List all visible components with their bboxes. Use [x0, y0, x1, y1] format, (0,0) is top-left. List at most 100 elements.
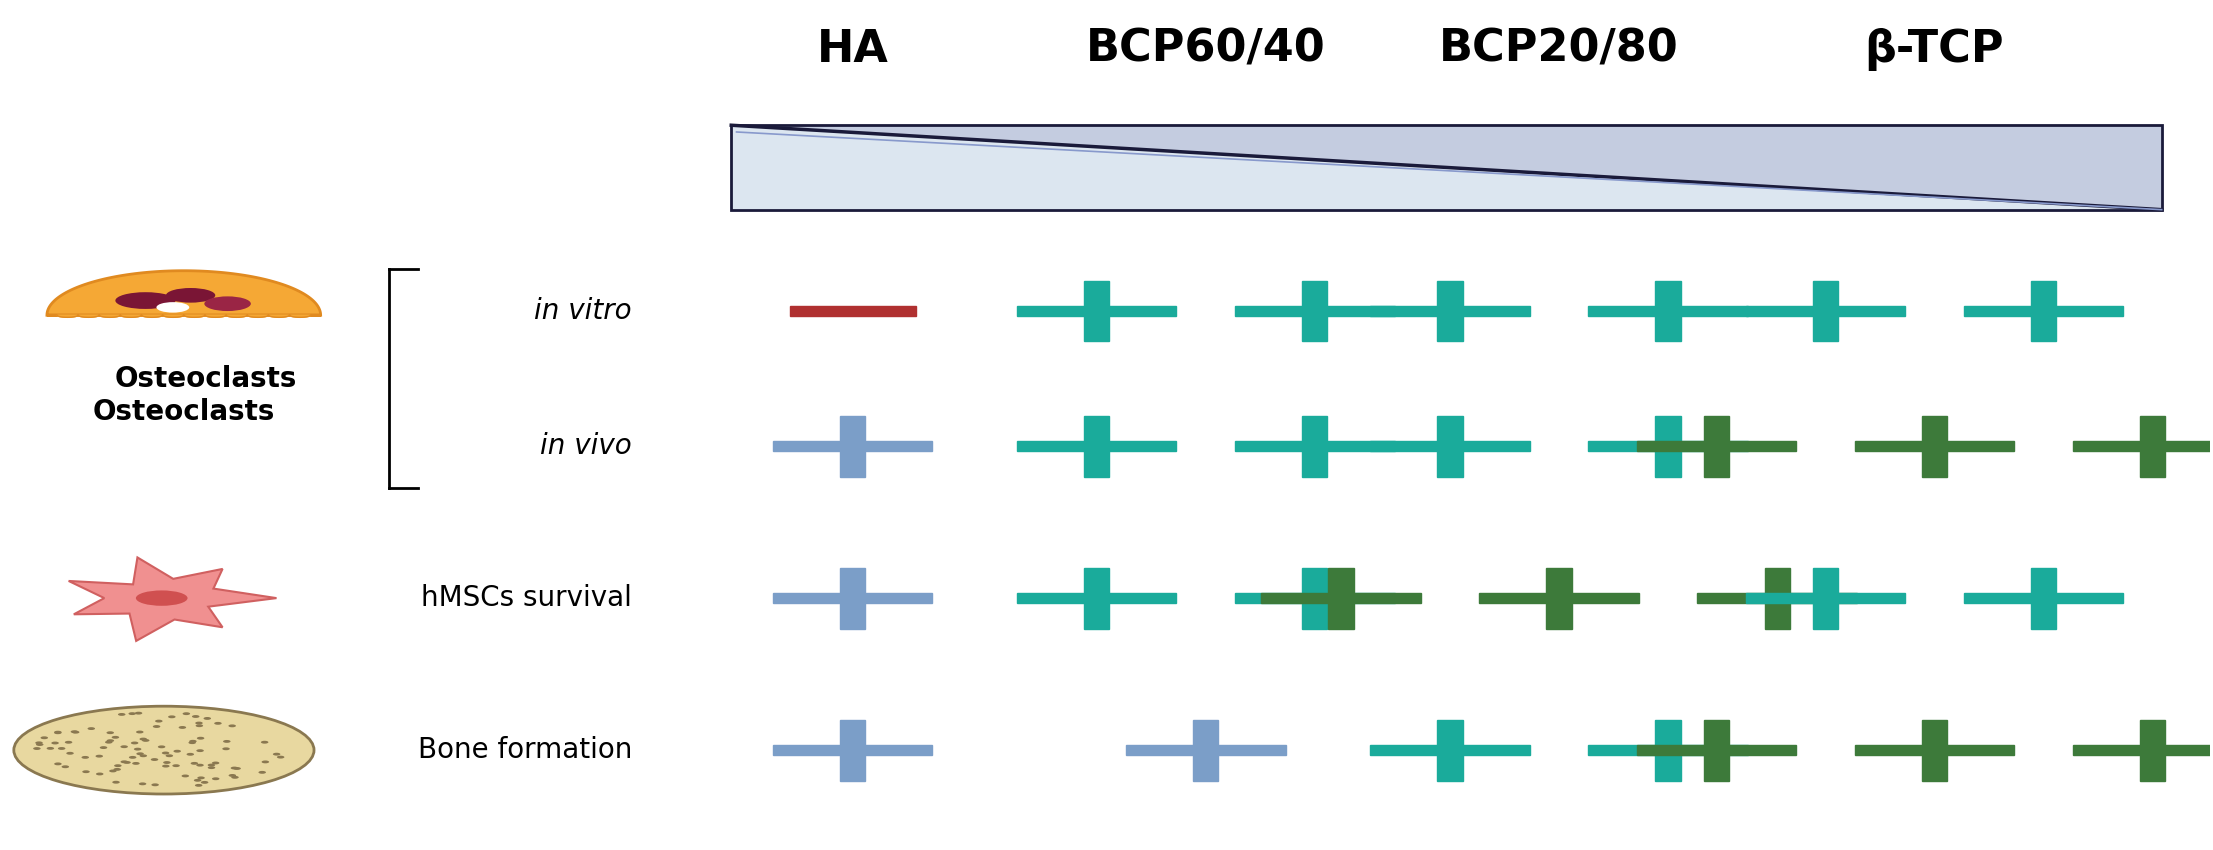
Bar — [1655, 280, 1680, 342]
Bar — [1704, 416, 1728, 477]
Ellipse shape — [115, 292, 175, 309]
Bar — [772, 441, 932, 451]
Circle shape — [201, 781, 208, 784]
Bar — [1854, 441, 2014, 451]
Bar — [2074, 745, 2213, 755]
Text: β-TCP: β-TCP — [1866, 28, 2005, 71]
Circle shape — [128, 712, 135, 715]
Circle shape — [35, 743, 44, 746]
Circle shape — [139, 782, 146, 785]
Circle shape — [51, 741, 60, 745]
Circle shape — [120, 745, 128, 748]
Bar — [841, 416, 865, 477]
Circle shape — [195, 722, 204, 724]
Bar — [1963, 593, 2122, 603]
Circle shape — [124, 761, 131, 764]
Bar — [1963, 306, 2122, 316]
Circle shape — [197, 737, 204, 740]
Bar — [730, 125, 2162, 210]
Bar — [1235, 593, 1394, 603]
Circle shape — [95, 755, 104, 757]
Circle shape — [197, 764, 204, 767]
Bar — [1018, 306, 1177, 316]
Bar — [772, 745, 932, 755]
Circle shape — [208, 763, 215, 767]
Circle shape — [230, 767, 239, 769]
Bar — [2140, 416, 2164, 477]
Circle shape — [232, 767, 241, 770]
Circle shape — [131, 741, 139, 745]
Bar — [1084, 568, 1109, 629]
Circle shape — [179, 726, 186, 729]
Bar — [1438, 720, 1463, 780]
Bar — [2032, 568, 2056, 629]
Circle shape — [153, 725, 159, 728]
Bar — [1370, 745, 1529, 755]
Ellipse shape — [166, 288, 215, 303]
Circle shape — [197, 776, 206, 779]
Polygon shape — [290, 315, 310, 317]
Circle shape — [135, 711, 142, 715]
Circle shape — [195, 784, 201, 787]
Polygon shape — [142, 315, 162, 317]
Bar — [2074, 441, 2213, 451]
Circle shape — [150, 784, 159, 786]
Circle shape — [277, 756, 285, 758]
Text: in vivo: in vivo — [540, 432, 633, 460]
Circle shape — [137, 752, 144, 755]
Polygon shape — [164, 315, 184, 317]
Circle shape — [228, 774, 237, 777]
Ellipse shape — [204, 297, 250, 311]
Circle shape — [71, 731, 80, 734]
Circle shape — [115, 764, 122, 767]
Circle shape — [139, 738, 146, 740]
Polygon shape — [184, 315, 204, 317]
Circle shape — [259, 771, 266, 774]
Circle shape — [33, 747, 40, 750]
Bar — [841, 568, 865, 629]
Bar — [1301, 416, 1328, 477]
Circle shape — [71, 730, 77, 734]
Bar — [1589, 441, 1748, 451]
Circle shape — [113, 781, 120, 784]
Circle shape — [64, 741, 73, 744]
Circle shape — [108, 769, 117, 773]
Bar — [1704, 720, 1728, 780]
Bar — [1126, 745, 1286, 755]
Circle shape — [195, 724, 204, 727]
Bar — [2032, 280, 2056, 342]
Bar — [1589, 306, 1748, 316]
Circle shape — [197, 749, 204, 752]
Circle shape — [173, 750, 181, 752]
Bar — [1635, 441, 1797, 451]
Circle shape — [230, 776, 239, 779]
Polygon shape — [730, 125, 2162, 210]
Circle shape — [95, 773, 104, 775]
Circle shape — [272, 753, 281, 756]
Bar — [1193, 720, 1219, 780]
Polygon shape — [46, 271, 321, 315]
Circle shape — [117, 713, 126, 716]
Bar — [1084, 416, 1109, 477]
Circle shape — [212, 778, 219, 780]
Circle shape — [62, 765, 69, 768]
Text: HA: HA — [817, 28, 890, 71]
Ellipse shape — [157, 302, 190, 313]
Polygon shape — [58, 315, 77, 317]
Circle shape — [104, 740, 113, 744]
Circle shape — [53, 731, 62, 734]
Circle shape — [190, 762, 199, 765]
Text: in vitro: in vitro — [533, 297, 633, 325]
Bar — [1084, 280, 1109, 342]
Ellipse shape — [135, 591, 188, 606]
Circle shape — [135, 748, 142, 751]
Circle shape — [106, 740, 115, 742]
Circle shape — [135, 731, 144, 734]
Bar — [1589, 745, 1748, 755]
Circle shape — [46, 747, 53, 750]
Bar — [1746, 306, 1905, 316]
Circle shape — [155, 720, 162, 722]
Circle shape — [82, 770, 91, 774]
Circle shape — [89, 727, 95, 730]
Circle shape — [157, 745, 166, 748]
